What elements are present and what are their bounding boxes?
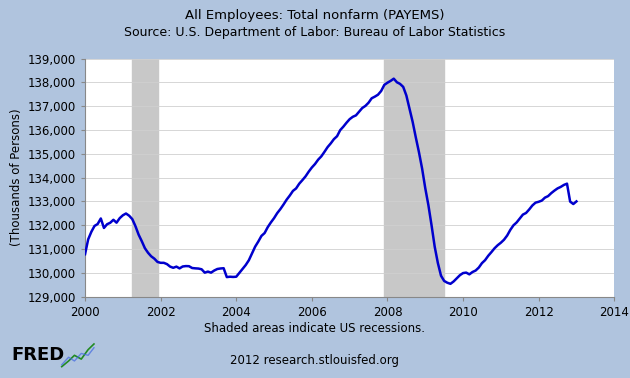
Text: FRED: FRED — [11, 346, 64, 364]
Text: All Employees: Total nonfarm (PAYEMS): All Employees: Total nonfarm (PAYEMS) — [185, 9, 445, 22]
Y-axis label: (Thousands of Persons): (Thousands of Persons) — [11, 109, 23, 246]
Text: Source: U.S. Department of Labor: Bureau of Labor Statistics: Source: U.S. Department of Labor: Bureau… — [124, 26, 506, 39]
Bar — [132, 59, 158, 297]
Text: Shaded areas indicate US recessions.: Shaded areas indicate US recessions. — [205, 322, 425, 335]
Text: 2012 research.stlouisfed.org: 2012 research.stlouisfed.org — [231, 354, 399, 367]
Bar — [384, 59, 444, 297]
